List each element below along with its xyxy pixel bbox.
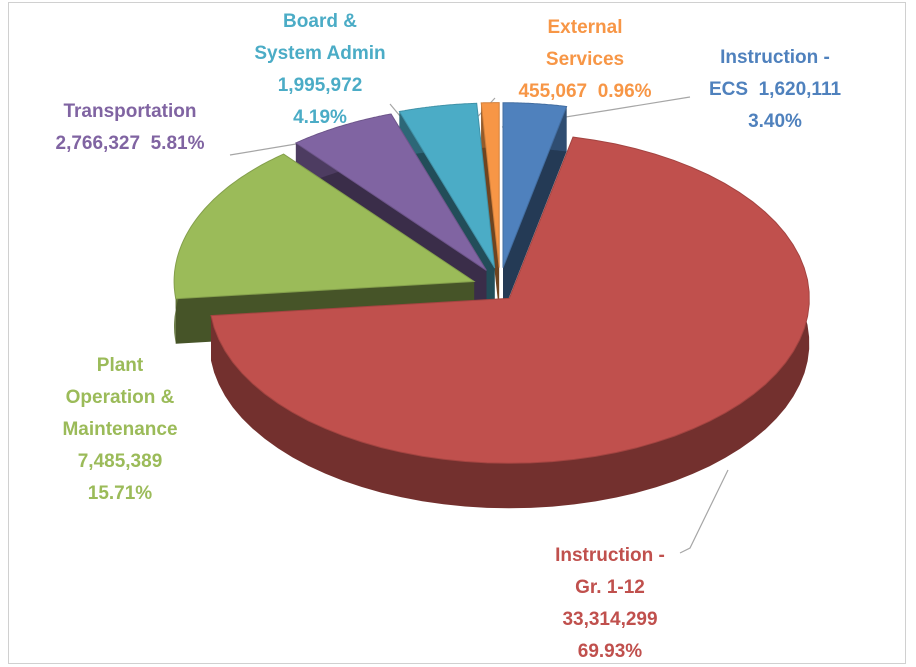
category-label: Instruction - Gr. 1-12 xyxy=(555,545,665,598)
slice-label: External Services 455,067 0.96% xyxy=(500,12,670,108)
value-label: 1,995,972 xyxy=(277,75,363,96)
percent-label: 0.96% xyxy=(597,81,652,102)
slice xyxy=(502,102,568,268)
slice-wall xyxy=(503,106,567,313)
slice-label: Instruction - ECS 1,620,111 3.40% xyxy=(700,42,850,138)
category-label: External Services xyxy=(545,17,625,70)
slice xyxy=(210,136,810,464)
value-label: 33,314,299 xyxy=(562,609,658,630)
slice-label: Transportation 2,766,327 5.81% xyxy=(30,96,230,160)
slice-label: Board & System Admin 1,995,972 4.19% xyxy=(230,6,410,134)
percent-label: 4.19% xyxy=(293,107,347,128)
leader-line xyxy=(679,469,729,554)
value-label: 7,485,389 xyxy=(77,451,163,472)
value-label: 1,620,111 xyxy=(758,79,842,100)
value-label: 455,067 xyxy=(518,81,588,102)
slice xyxy=(480,102,500,268)
slice xyxy=(294,113,487,271)
category-label: Instruction - ECS xyxy=(708,47,830,100)
percent-label: 5.81% xyxy=(150,133,205,154)
value-label: 2,766,327 xyxy=(55,133,141,154)
slice-label: Instruction - Gr. 1-12 33,314,299 69.93% xyxy=(520,540,700,667)
percent-label: 3.40% xyxy=(748,111,802,132)
percent-label: 15.71% xyxy=(87,483,153,504)
category-label: Board & System Admin xyxy=(254,11,386,64)
slice-label: Plant Operation & Maintenance 7,485,389 15… xyxy=(30,350,210,510)
slice xyxy=(398,102,496,269)
category-label: Plant Operation & Maintenance xyxy=(62,355,178,440)
slice xyxy=(173,153,476,300)
category-label: Transportation xyxy=(63,101,197,122)
slice-wall xyxy=(481,102,500,313)
chart-frame xyxy=(8,2,906,664)
percent-label: 69.93% xyxy=(577,641,643,662)
